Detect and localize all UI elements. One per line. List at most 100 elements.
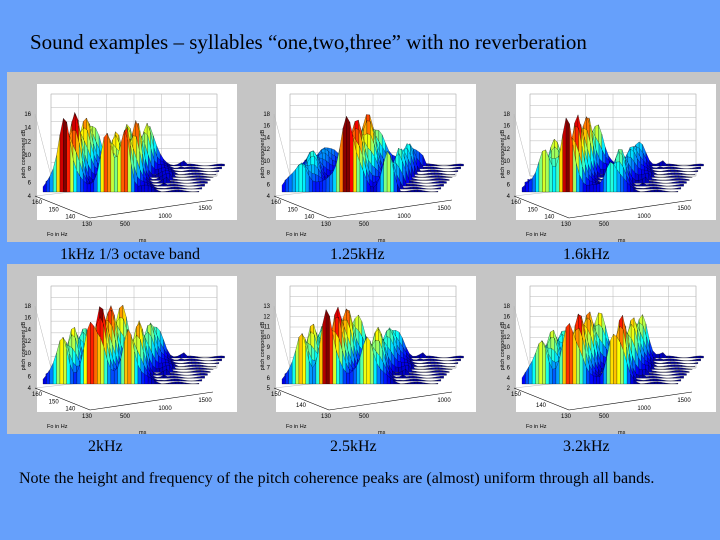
- surface-mesh: [521, 311, 704, 385]
- caption-2-5k: 2.5kHz: [330, 438, 377, 455]
- y-tick-label: 130: [82, 222, 93, 228]
- y-tick-label: 150: [49, 399, 60, 405]
- z-tick-label: 6: [267, 376, 271, 382]
- z-axis-ticks: 18 16 14 12 10 8 6 4: [24, 304, 31, 392]
- y-tick-label: 130: [561, 222, 572, 228]
- z-tick-label: 6: [507, 366, 511, 372]
- caption-2k: 2kHz: [88, 438, 123, 455]
- x-tick-label: 1000: [637, 214, 651, 220]
- z-tick-label: 16: [24, 316, 31, 322]
- z-tick-label: 16: [503, 124, 510, 130]
- x-tick-label: 500: [599, 414, 610, 420]
- z-tick-label: 6: [28, 180, 32, 186]
- y-tick-label: 150: [528, 207, 539, 213]
- z-tick-label: 8: [267, 171, 271, 177]
- plot-panel-1k: 16 14 12 10 8 6 4 pitch component dB 160 150 140 13…: [7, 72, 247, 242]
- x-tick-label: 1000: [158, 406, 172, 412]
- z-tick-label: 14: [503, 325, 510, 331]
- z-axis-label: pitch component dB: [500, 321, 506, 370]
- z-tick-label: 7: [267, 366, 271, 372]
- x-tick-label: 1000: [437, 398, 451, 404]
- z-tick-label: 12: [263, 147, 270, 153]
- y-axis-label: Fo in Hz: [526, 424, 547, 430]
- z-tick-label: 12: [24, 339, 31, 345]
- y-tick-label: 140: [65, 407, 76, 413]
- z-tick-label: 8: [507, 171, 511, 177]
- z-tick-label: 18: [503, 112, 510, 118]
- y-axis-label: Fo in Hz: [286, 232, 307, 238]
- y-tick-label: 130: [321, 222, 332, 228]
- z-tick-label: 14: [24, 327, 31, 333]
- y-axis-label: Fo in Hz: [47, 232, 68, 238]
- y-tick-label: 140: [304, 215, 315, 221]
- x-axis-label: ms: [618, 430, 626, 434]
- surface-mesh: [42, 112, 225, 193]
- y-axis-ticks: 160 150 140 130: [271, 200, 332, 228]
- y-tick-label: 150: [511, 392, 522, 398]
- axis-box: [513, 195, 693, 219]
- x-tick-label: 1500: [198, 206, 212, 212]
- caption-1-6k: 1.6kHz: [563, 246, 610, 263]
- z-tick-label: 4: [507, 194, 511, 200]
- y-axis-ticks: 160 150 140 130: [32, 200, 93, 228]
- z-tick-label: 12: [263, 314, 270, 320]
- y-axis-label: Fo in Hz: [526, 232, 547, 238]
- z-axis-label: pitch component dB: [21, 321, 27, 370]
- z-tick-label: 14: [263, 135, 270, 141]
- z-tick-label: 16: [503, 314, 510, 320]
- surface-plot: 18 16 14 12 10 8 6 4 pitch component dB 160 150 140…: [260, 84, 476, 242]
- x-axis-label: ms: [618, 238, 626, 242]
- x-axis-ticks: 500 1000 1500: [599, 398, 691, 420]
- y-axis-ticks: 150 140 130: [271, 392, 332, 420]
- x-axis-label: ms: [139, 238, 147, 242]
- y-axis-ticks: 160 150 140 130: [32, 392, 93, 420]
- z-axis-label: pitch component dB: [21, 129, 27, 178]
- y-axis-label: Fo in Hz: [47, 424, 68, 430]
- x-tick-label: 1500: [198, 398, 212, 404]
- caption-1-25k: 1.25kHz: [330, 246, 385, 263]
- x-tick-label: 1500: [437, 206, 451, 212]
- z-tick-label: 10: [503, 345, 510, 351]
- plot-panel-1-6k: 18 16 14 12 10 8 6 4 pitch component dB 160 150 140…: [486, 72, 720, 242]
- z-axis-ticks: 18 16 14 12 10 8 6 4: [503, 112, 510, 200]
- axis-box: [513, 387, 693, 411]
- surface-plot: 18 16 14 12 10 8 6 4 2 pitch component dB 150 140 13…: [500, 276, 716, 434]
- x-axis-ticks: 500 1000 1500: [599, 206, 691, 228]
- y-tick-label: 130: [82, 414, 93, 420]
- surface-plot: 18 16 14 12 10 8 6 4 pitch component dB 160 150 140…: [500, 84, 716, 242]
- x-tick-label: 1000: [637, 406, 651, 412]
- z-tick-label: 13: [263, 304, 270, 310]
- plot-panel-2k: 18 16 14 12 10 8 6 4 pitch component dB 160 150 140…: [7, 264, 247, 434]
- slide-title: Sound examples – syllables “one,two,thre…: [30, 30, 587, 54]
- x-axis-label: ms: [139, 430, 147, 434]
- x-tick-label: 500: [359, 414, 370, 420]
- surface-plot: 13 12 11 10 9 8 7 6 5 pitch component dB 150 140 130…: [260, 276, 476, 434]
- z-tick-label: 11: [264, 325, 271, 331]
- x-tick-label: 500: [599, 222, 610, 228]
- z-tick-label: 4: [28, 194, 32, 200]
- x-axis-label: ms: [378, 238, 386, 242]
- z-axis-label: pitch component dB: [500, 129, 506, 178]
- caption-3-2k: 3.2kHz: [563, 438, 610, 455]
- surface-mesh: [281, 114, 464, 193]
- z-axis-label: pitch component dB: [260, 321, 266, 370]
- caption-1k: 1kHz 1/3 octave band: [60, 246, 200, 263]
- z-tick-label: 10: [24, 351, 31, 357]
- plot-area: [516, 84, 716, 220]
- y-tick-label: 150: [288, 207, 299, 213]
- z-tick-label: 2: [507, 386, 511, 392]
- z-axis-label: pitch component dB: [260, 129, 266, 178]
- y-axis-ticks: 160 150 140 130: [511, 200, 572, 228]
- y-tick-label: 130: [321, 414, 332, 420]
- z-tick-label: 18: [503, 304, 510, 310]
- x-axis-ticks: 500 1000 1500: [120, 398, 212, 420]
- z-axis-ticks: 16 14 12 10 8 6 4: [24, 112, 31, 200]
- z-tick-label: 12: [503, 147, 510, 153]
- x-axis-label: ms: [378, 430, 386, 434]
- surface-mesh: [521, 114, 704, 193]
- z-tick-label: 12: [503, 335, 510, 341]
- z-tick-label: 18: [263, 112, 270, 118]
- z-tick-label: 6: [28, 374, 32, 380]
- z-tick-label: 10: [503, 159, 510, 165]
- y-tick-label: 160: [271, 200, 282, 206]
